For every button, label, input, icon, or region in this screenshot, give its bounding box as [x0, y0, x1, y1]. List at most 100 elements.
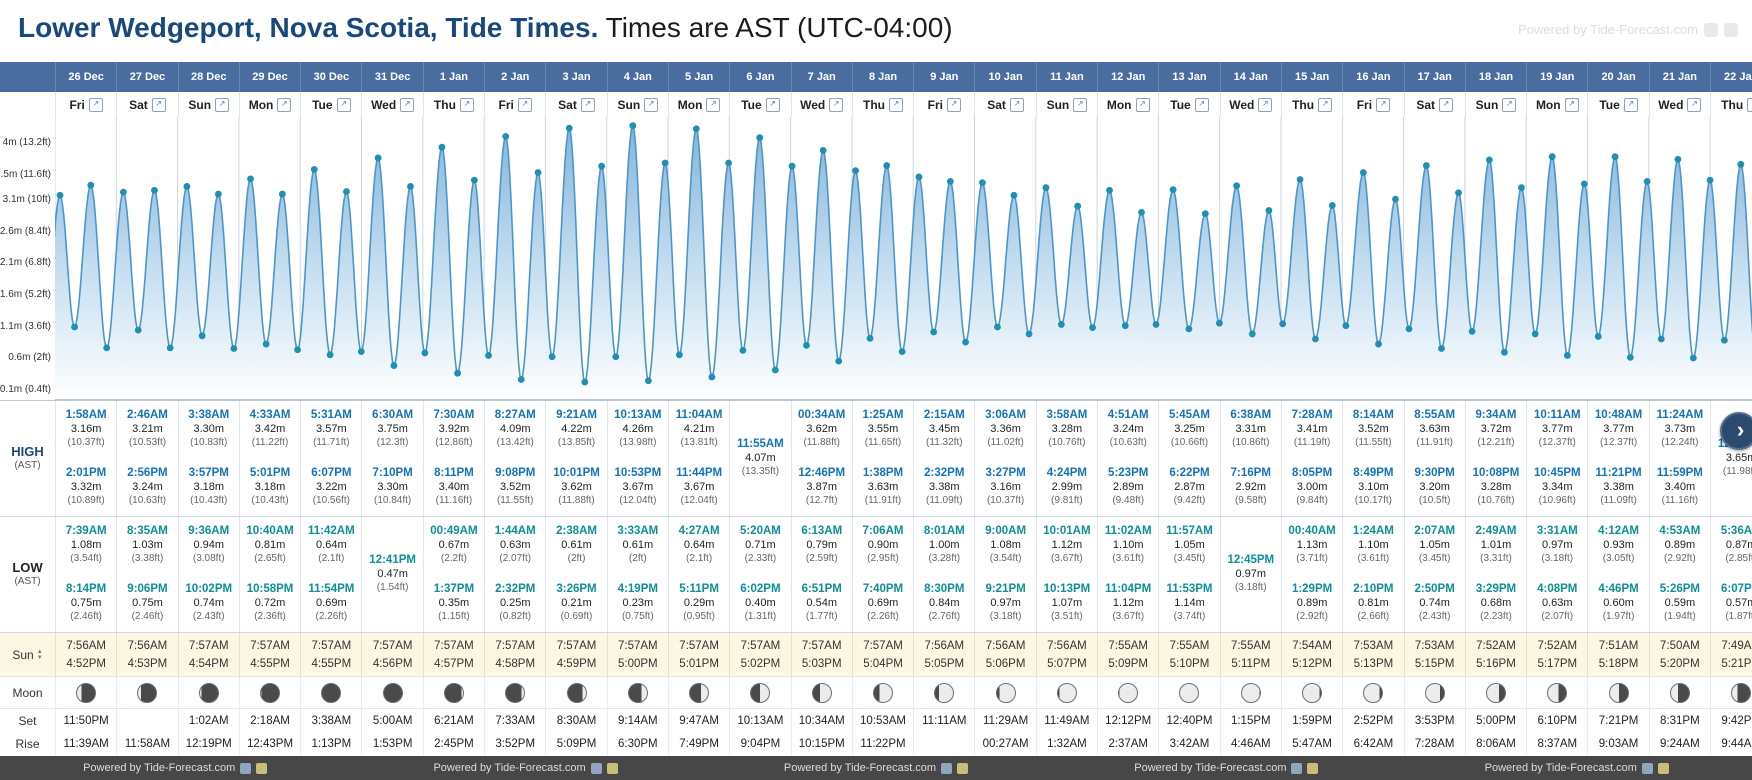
tide-time: 11:02AM	[1104, 525, 1152, 537]
low-tide-entry: 2:07AM 1.05m (3.45ft)	[1405, 524, 1465, 566]
tide-height-m: 3.40m	[1664, 481, 1696, 493]
date-header-cell[interactable]: 5 Jan	[667, 62, 729, 92]
tide-time: 1:29PM	[1291, 583, 1333, 595]
day-link[interactable]: Sun ↗	[606, 92, 668, 117]
date-header-cell[interactable]: 18 Jan	[1464, 62, 1526, 92]
date-header-cell[interactable]: 19 Jan	[1526, 62, 1587, 92]
date-header-cell[interactable]: 4 Jan	[606, 62, 668, 92]
day-link[interactable]: Sat ↗	[545, 92, 606, 117]
day-link[interactable]: Wed ↗	[361, 92, 422, 117]
day-link[interactable]: Sat ↗	[1403, 92, 1465, 117]
day-link[interactable]: Sat ↗	[974, 92, 1035, 117]
day-link[interactable]: Thu↗	[1710, 92, 1752, 117]
date-header-cell[interactable]: 9 Jan	[913, 62, 974, 92]
date-header-cell[interactable]: 13 Jan	[1158, 62, 1219, 92]
low-tide-entry: 9:00AM 1.08m (3.54ft)	[975, 524, 1035, 566]
high-tide-day-cell: 3:58AM 3.28m (10.76ft) 4:24PM 2.99m (9.81ft)	[1035, 401, 1097, 517]
tide-extreme-point	[470, 176, 478, 184]
day-link[interactable]: Thu↗	[1280, 92, 1342, 117]
tide-curve	[55, 123, 1752, 385]
day-link[interactable]: Sun ↗	[1464, 92, 1526, 117]
tide-extreme-point	[979, 179, 986, 187]
date-header-cell[interactable]: 11 Jan	[1035, 62, 1097, 92]
day-link[interactable]: Thu↗	[422, 92, 484, 117]
day-link[interactable]: Wed ↗	[790, 92, 852, 117]
date-header-cell[interactable]: 29 Dec	[238, 62, 300, 92]
powered-by-link[interactable]: Powered by Tide-Forecast.com	[433, 762, 586, 774]
tide-height-ft: (2.92ft)	[1664, 553, 1696, 564]
tide-height-ft: (3.45ft)	[1418, 553, 1451, 564]
tide-height-m: 1.01m	[1480, 539, 1512, 551]
date-header-cell[interactable]: 14 Jan	[1219, 62, 1281, 92]
date-header-cell[interactable]: 22 Jan	[1710, 62, 1752, 92]
tide-extreme-point	[214, 190, 222, 198]
tide-extreme-point	[1706, 176, 1714, 184]
date-header-cell[interactable]: 31 Dec	[361, 62, 422, 92]
day-link[interactable]: Sun ↗	[1035, 92, 1097, 117]
date-header-cell[interactable]: 12 Jan	[1097, 62, 1158, 92]
day-link[interactable]: Sat ↗	[116, 92, 177, 117]
powered-by-link[interactable]: Powered by Tide-Forecast.com	[1134, 762, 1287, 774]
low-tide-entry: 6:13AM 0.79m (2.59ft)	[792, 524, 852, 566]
powered-by-link[interactable]: Powered by Tide-Forecast.com	[783, 762, 937, 774]
day-link[interactable]: Fri ↗	[1342, 92, 1403, 117]
tide-height-ft: (10.37ft)	[986, 495, 1025, 506]
low-tide-day-cell: 11:57AM 1.05m (3.45ft) 11:53PM 1.14m (3.74ft)	[1158, 517, 1219, 633]
day-link[interactable]: Thu↗	[851, 92, 913, 117]
date-header-cell[interactable]: 3 Jan	[545, 62, 606, 92]
date-header-cell[interactable]: 28 Dec	[177, 62, 239, 92]
date-header-cell[interactable]: 21 Jan	[1648, 62, 1710, 92]
tide-height-ft: (3.67ft)	[1051, 553, 1083, 564]
date-header-cell[interactable]: 2 Jan	[484, 62, 545, 92]
date-header-cell[interactable]: 8 Jan	[851, 62, 913, 92]
date-header-cell[interactable]: 15 Jan	[1280, 62, 1342, 92]
day-link[interactable]: Mon ↗	[1097, 92, 1158, 117]
date-header-cell[interactable]: 10 Jan	[974, 62, 1035, 92]
date-header-cell[interactable]: 27 Dec	[116, 62, 177, 92]
day-link[interactable]: Mon ↗	[238, 92, 300, 117]
date-header-cell[interactable]: 17 Jan	[1403, 62, 1465, 92]
day-link[interactable]: Mon ↗	[1526, 92, 1587, 117]
day-link[interactable]: Sun ↗	[177, 92, 239, 117]
high-tide-entry: 10:48AM 3.77m (12.37ft)	[1588, 408, 1648, 450]
tide-height-m: 0.68m	[1480, 597, 1512, 609]
day-link[interactable]: Mon ↗	[667, 92, 729, 117]
low-tide-day-cell: 9:00AM 1.08m (3.54ft) 9:21PM 0.97m (3.18ft)	[974, 517, 1035, 633]
powered-by-link[interactable]: Powered by Tide-Forecast.com	[1484, 762, 1637, 774]
tide-height-ft: (2.23ft)	[1480, 611, 1512, 622]
tide-time: 3:33AM	[617, 525, 659, 537]
day-link[interactable]: Tue ↗	[300, 92, 361, 117]
moonrise-time-cell: 9:04PM	[729, 732, 790, 756]
date-header-cell[interactable]: 20 Jan	[1587, 62, 1648, 92]
day-link[interactable]: Fri ↗	[913, 92, 974, 117]
tide-height-ft: (2.43ft)	[1418, 611, 1451, 622]
day-link[interactable]: Wed ↗	[1648, 92, 1710, 117]
sun-times-cell: 7:57AM 5:04PM	[851, 633, 913, 677]
day-link[interactable]: Fri ↗	[484, 92, 545, 117]
date-header-cell[interactable]: 26 Dec	[55, 62, 116, 92]
moonrise-label-text: Rise	[15, 737, 40, 751]
date-header-cell[interactable]: 7 Jan	[790, 62, 852, 92]
next-page-button[interactable]: ›	[1720, 412, 1752, 450]
day-link[interactable]: Wed ↗	[1219, 92, 1281, 117]
date-header-cell[interactable]: 30 Dec	[300, 62, 361, 92]
powered-by-link[interactable]: Powered by Tide-Forecast.com	[83, 762, 236, 774]
tide-time: 10:01AM	[1043, 525, 1091, 537]
date-header-cell[interactable]: 16 Jan	[1342, 62, 1403, 92]
tide-height-m: 3.45m	[929, 423, 960, 435]
day-link[interactable]: Tue ↗	[1587, 92, 1648, 117]
date-header-cell[interactable]: 6 Jan	[729, 62, 790, 92]
sun-times-cell: 7:53AM 5:13PM	[1342, 633, 1403, 677]
tide-height-m: 3.28m	[1480, 481, 1512, 493]
tide-height-ft: (11.55ft)	[496, 495, 534, 506]
sun-times-cell: 7:54AM 5:12PM	[1280, 633, 1342, 677]
day-link[interactable]: Tue ↗	[729, 92, 790, 117]
sun-times-cell: 7:56AM 5:06PM	[974, 633, 1035, 677]
date-header-cell[interactable]: 1 Jan	[422, 62, 484, 92]
tide-time: 6:30AM	[372, 409, 414, 421]
day-link[interactable]: Fri ↗	[55, 92, 116, 117]
day-link[interactable]: Tue ↗	[1158, 92, 1219, 117]
sunset-time: 5:18PM	[1598, 658, 1639, 670]
tide-height-ft: (3.45ft)	[1173, 553, 1206, 564]
low-tide-entry: 8:30PM 0.84m (2.76ft)	[914, 582, 974, 624]
